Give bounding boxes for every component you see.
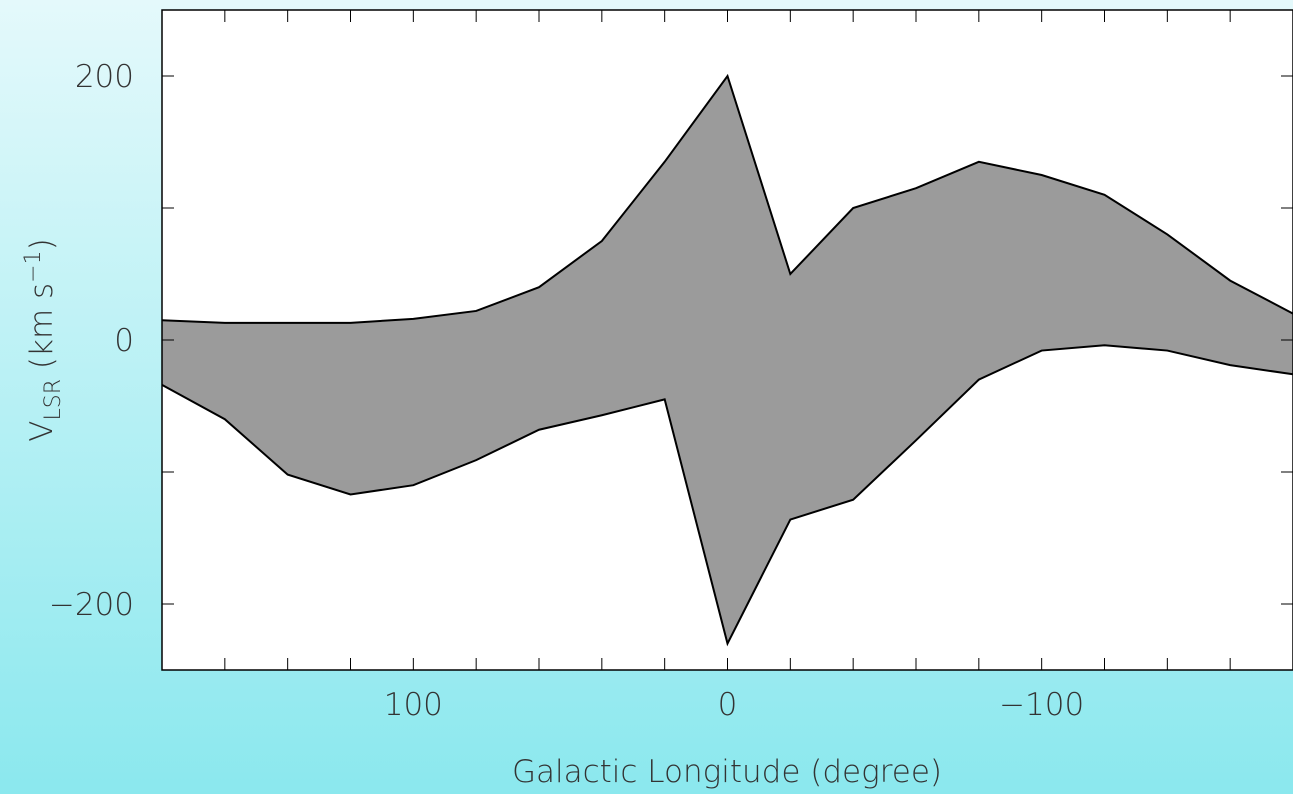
contour-line bbox=[161, 73, 1293, 324]
x-tick-label: 0 bbox=[718, 687, 738, 723]
y-label-part: V bbox=[24, 420, 60, 441]
contour-line bbox=[161, 344, 1293, 647]
x-tick-label: −100 bbox=[999, 687, 1084, 723]
y-tick-label: 200 bbox=[75, 59, 134, 95]
y-label-part: (km s bbox=[24, 283, 60, 379]
y-axis-label: VLSR (km s−1) bbox=[21, 238, 66, 441]
x-tick-label: 100 bbox=[384, 687, 443, 723]
emission-region bbox=[162, 76, 1293, 644]
y-label-part: ) bbox=[24, 238, 60, 250]
x-axis-label: Galactic Longitude (degree) bbox=[512, 754, 942, 790]
y-tick-label: −200 bbox=[49, 587, 134, 623]
y-label-sup: −1 bbox=[21, 250, 46, 282]
y-tick-label: 0 bbox=[114, 323, 134, 359]
y-label-sub: LSR bbox=[41, 379, 66, 421]
